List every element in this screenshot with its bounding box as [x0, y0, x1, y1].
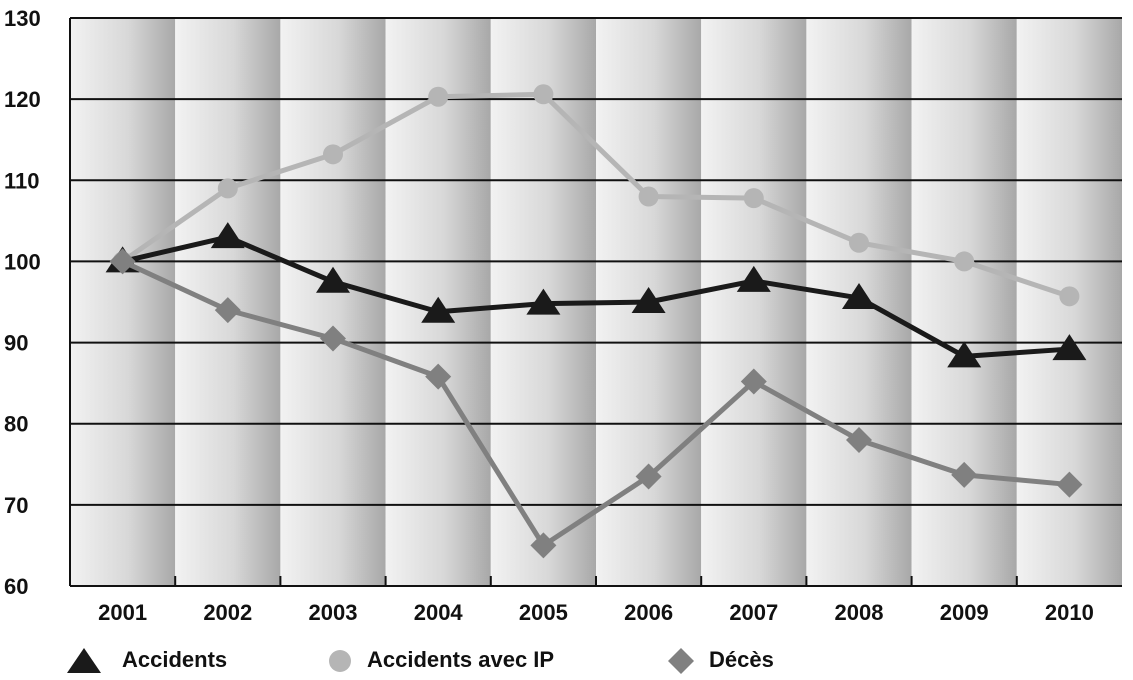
data-point	[217, 178, 238, 199]
legend-label: Accidents avec IP	[367, 647, 555, 672]
data-point	[526, 288, 561, 315]
x-tick-label: 2009	[940, 600, 989, 625]
data-point	[530, 532, 557, 559]
legend: Accidents Accidents avec IP Décès	[0, 640, 1133, 680]
data-point	[316, 266, 350, 293]
data-point	[849, 232, 869, 253]
triangle-icon	[67, 648, 101, 673]
data-point	[109, 248, 136, 275]
axes	[69, 18, 1122, 587]
background-band	[70, 18, 176, 586]
data-point	[323, 144, 343, 165]
y-tick-label: 90	[4, 331, 28, 356]
y-tick-label: 100	[4, 249, 41, 274]
data-point	[743, 188, 764, 209]
data-point	[1056, 471, 1083, 498]
diamond-icon	[668, 648, 694, 674]
y-tick-label: 120	[4, 87, 41, 112]
data-point	[842, 282, 876, 309]
series-deces	[109, 248, 1083, 559]
y-tick-label: 60	[4, 574, 28, 599]
data-point	[1059, 286, 1080, 307]
data-point	[428, 86, 449, 107]
legend-label: Décès	[709, 647, 774, 672]
y-tick-label: 70	[4, 493, 28, 518]
legend-label: Accidents	[122, 647, 228, 672]
x-tick-label: 2006	[624, 600, 673, 625]
x-tick-label: 2007	[729, 600, 778, 625]
x-tick-label: 2001	[98, 600, 147, 625]
legend-item-accidents: Accidents	[64, 640, 227, 680]
series-group	[105, 84, 1087, 559]
data-point	[954, 251, 975, 272]
x-tick-label: 2005	[519, 600, 568, 625]
data-point	[421, 296, 456, 323]
x-tick-label: 2002	[203, 600, 252, 625]
series-line	[121, 259, 1070, 548]
series-accidents	[105, 222, 1087, 368]
series-line	[121, 91, 1071, 299]
data-point	[736, 265, 771, 292]
y-tick-label: 80	[4, 412, 28, 437]
data-point	[740, 368, 767, 395]
data-point	[210, 222, 245, 249]
y-tick-label: 110	[4, 168, 40, 193]
data-point	[425, 363, 452, 390]
data-point	[846, 426, 872, 453]
x-tick-label: 2004	[414, 600, 464, 625]
data-point	[635, 463, 662, 490]
y-axis-ticks: 60 70 80 90 100 110 120 130	[4, 6, 41, 599]
data-point	[320, 325, 346, 352]
circle-icon	[329, 650, 351, 672]
x-axis-ticks: 2001 2002 2003 2004 2005 2006 2007 2008 2009 2010	[98, 600, 1094, 625]
data-point	[631, 287, 666, 313]
data-point	[638, 186, 659, 207]
data-point	[533, 84, 554, 105]
gridlines	[70, 17, 1122, 506]
legend-item-deces: Décès	[663, 640, 774, 680]
x-tick-label: 2003	[309, 600, 358, 625]
data-point	[951, 461, 978, 488]
background-band	[280, 18, 386, 586]
x-tick-label: 2008	[835, 600, 884, 625]
data-point	[1052, 334, 1087, 361]
data-point	[214, 297, 241, 324]
background-band	[701, 18, 807, 586]
background-band	[911, 18, 1017, 586]
legend-item-accidents-avec-ip: Accidents avec IP	[325, 640, 554, 680]
y-tick-label: 130	[4, 6, 41, 31]
x-tick-label: 2010	[1045, 600, 1094, 625]
series-line	[122, 234, 1070, 359]
data-point	[947, 341, 982, 368]
